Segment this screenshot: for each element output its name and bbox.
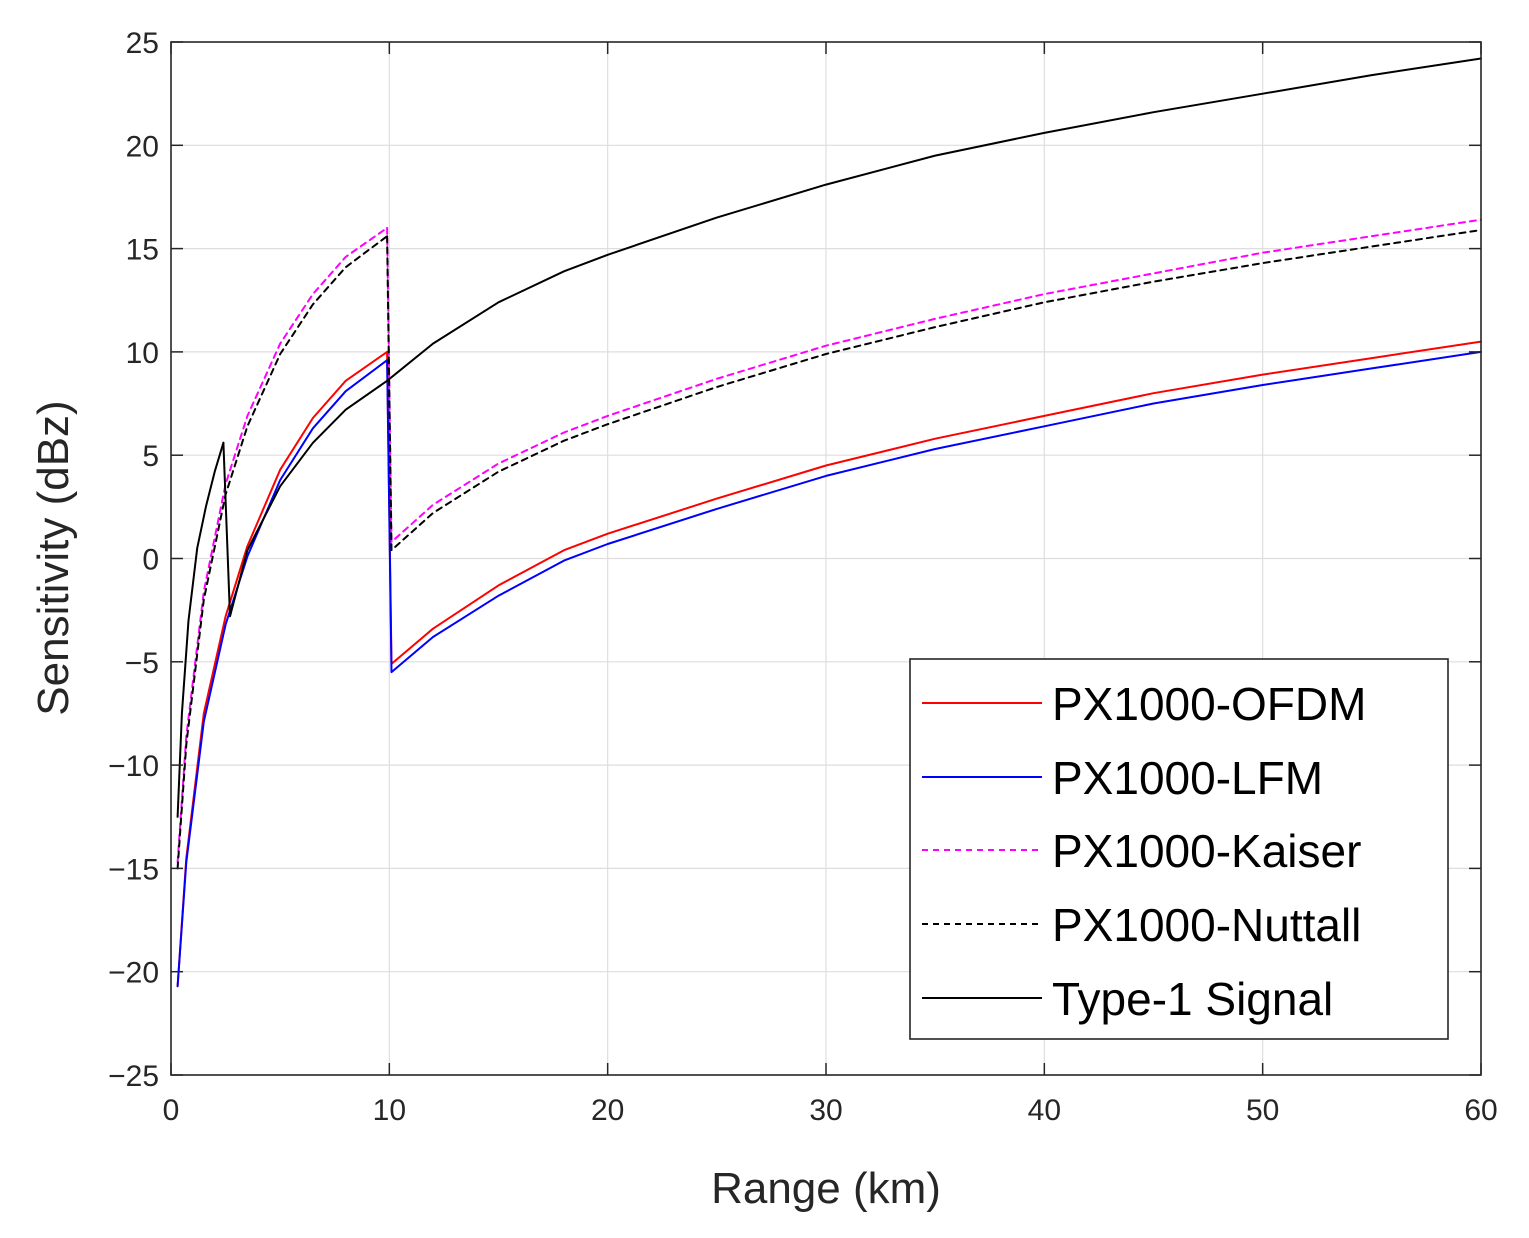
series-line-type-1-signal [176,441,225,818]
x-tick-label: 60 [1464,1094,1497,1127]
legend-label-kaiser: PX1000-Kaiser [1052,825,1361,877]
series-line-px1000-kaiser [176,226,389,864]
x-tick-label: 30 [809,1094,842,1127]
legend-label-ofdm: PX1000-OFDM [1052,678,1366,730]
legend: PX1000-OFDM PX1000-LFM PX1000-Kaiser PX1… [909,658,1449,1040]
series-line-px1000-lfm [386,350,1482,674]
tick-layer: 0 10 20 30 40 50 60 −25 −20 −15 −10 −5 0 5 10 15 20 25 [108,27,1498,1127]
series-layer [176,57,1482,988]
series-line-px1000-nuttall [386,229,1482,552]
x-tick-label: 50 [1246,1094,1279,1127]
x-tick-label: 40 [1028,1094,1061,1127]
series-line-px1000-lfm [176,359,389,988]
series-line-type-1-signal [222,379,389,618]
y-tick-label: 25 [126,27,159,60]
y-tick-label: −10 [108,750,159,783]
series-line-px1000-nuttall [176,235,389,870]
series-line-type-1-signal [386,57,1482,382]
series-line-px1000-ofdm [386,340,1482,665]
legend-label-nuttall: PX1000-Nuttall [1052,899,1361,951]
y-tick-label: 10 [126,337,159,370]
y-tick-label: 15 [126,234,159,267]
y-tick-label: −25 [108,1060,159,1093]
y-tick-label: 20 [126,130,159,163]
y-tick-label: −20 [108,957,159,990]
legend-label-type1: Type-1 Signal [1052,973,1333,1025]
x-tick-label: 0 [163,1094,180,1127]
series-line-px1000-kaiser [386,218,1482,543]
x-axis-title: Range (km) [711,1164,941,1213]
y-tick-label: −15 [108,853,159,886]
x-tick-label: 10 [373,1094,406,1127]
y-tick-label: 0 [142,544,159,577]
y-tick-label: 5 [142,440,159,473]
y-tick-label: −5 [125,647,159,680]
legend-label-lfm: PX1000-LFM [1052,752,1323,804]
y-axis-title: Sensitivity (dBz) [29,400,78,715]
x-tick-label: 20 [591,1094,624,1127]
